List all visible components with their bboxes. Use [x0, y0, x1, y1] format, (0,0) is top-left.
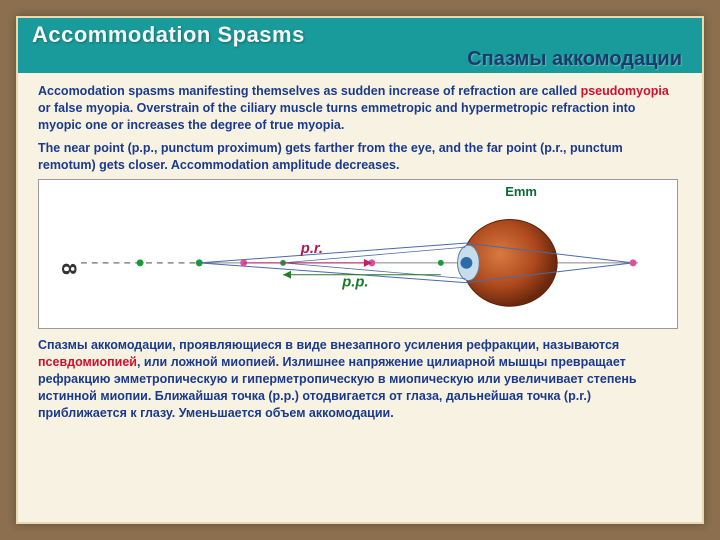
text-fragment: or false myopia. Overstrain of the cilia…	[38, 101, 635, 132]
infinity-icon: 8	[57, 263, 82, 275]
slide: Accommodation Spasms Спазмы аккомодации …	[16, 16, 704, 524]
slide-body: Accomodation spasms manifesting themselv…	[18, 73, 702, 430]
pp-label: p.p.	[341, 275, 368, 291]
paragraph-russian: Спазмы аккомодации, проявляющиеся в виде…	[38, 337, 682, 421]
slide-header: Accommodation Spasms Спазмы аккомодации	[18, 18, 702, 73]
title-english: Accommodation Spasms	[32, 22, 688, 48]
pr-label: p.r.	[300, 241, 323, 257]
highlight-term-en: pseudomyopia	[581, 84, 669, 98]
emm-label: Emm	[505, 184, 537, 199]
text-fragment: Accomodation spasms manifesting themselv…	[38, 84, 581, 98]
paragraph-english-2: The near point (p.p., punctum proximum) …	[38, 140, 682, 174]
paragraph-english-1: Accomodation spasms manifesting themselv…	[38, 83, 682, 134]
text-fragment: Спазмы аккомодации, проявляющиеся в виде…	[38, 338, 619, 352]
highlight-term-ru: псевдомиопией	[38, 355, 137, 369]
diagram-svg: 8	[43, 184, 673, 324]
eye-diagram: Emm 8	[38, 179, 678, 329]
title-russian: Спазмы аккомодации	[32, 48, 688, 71]
